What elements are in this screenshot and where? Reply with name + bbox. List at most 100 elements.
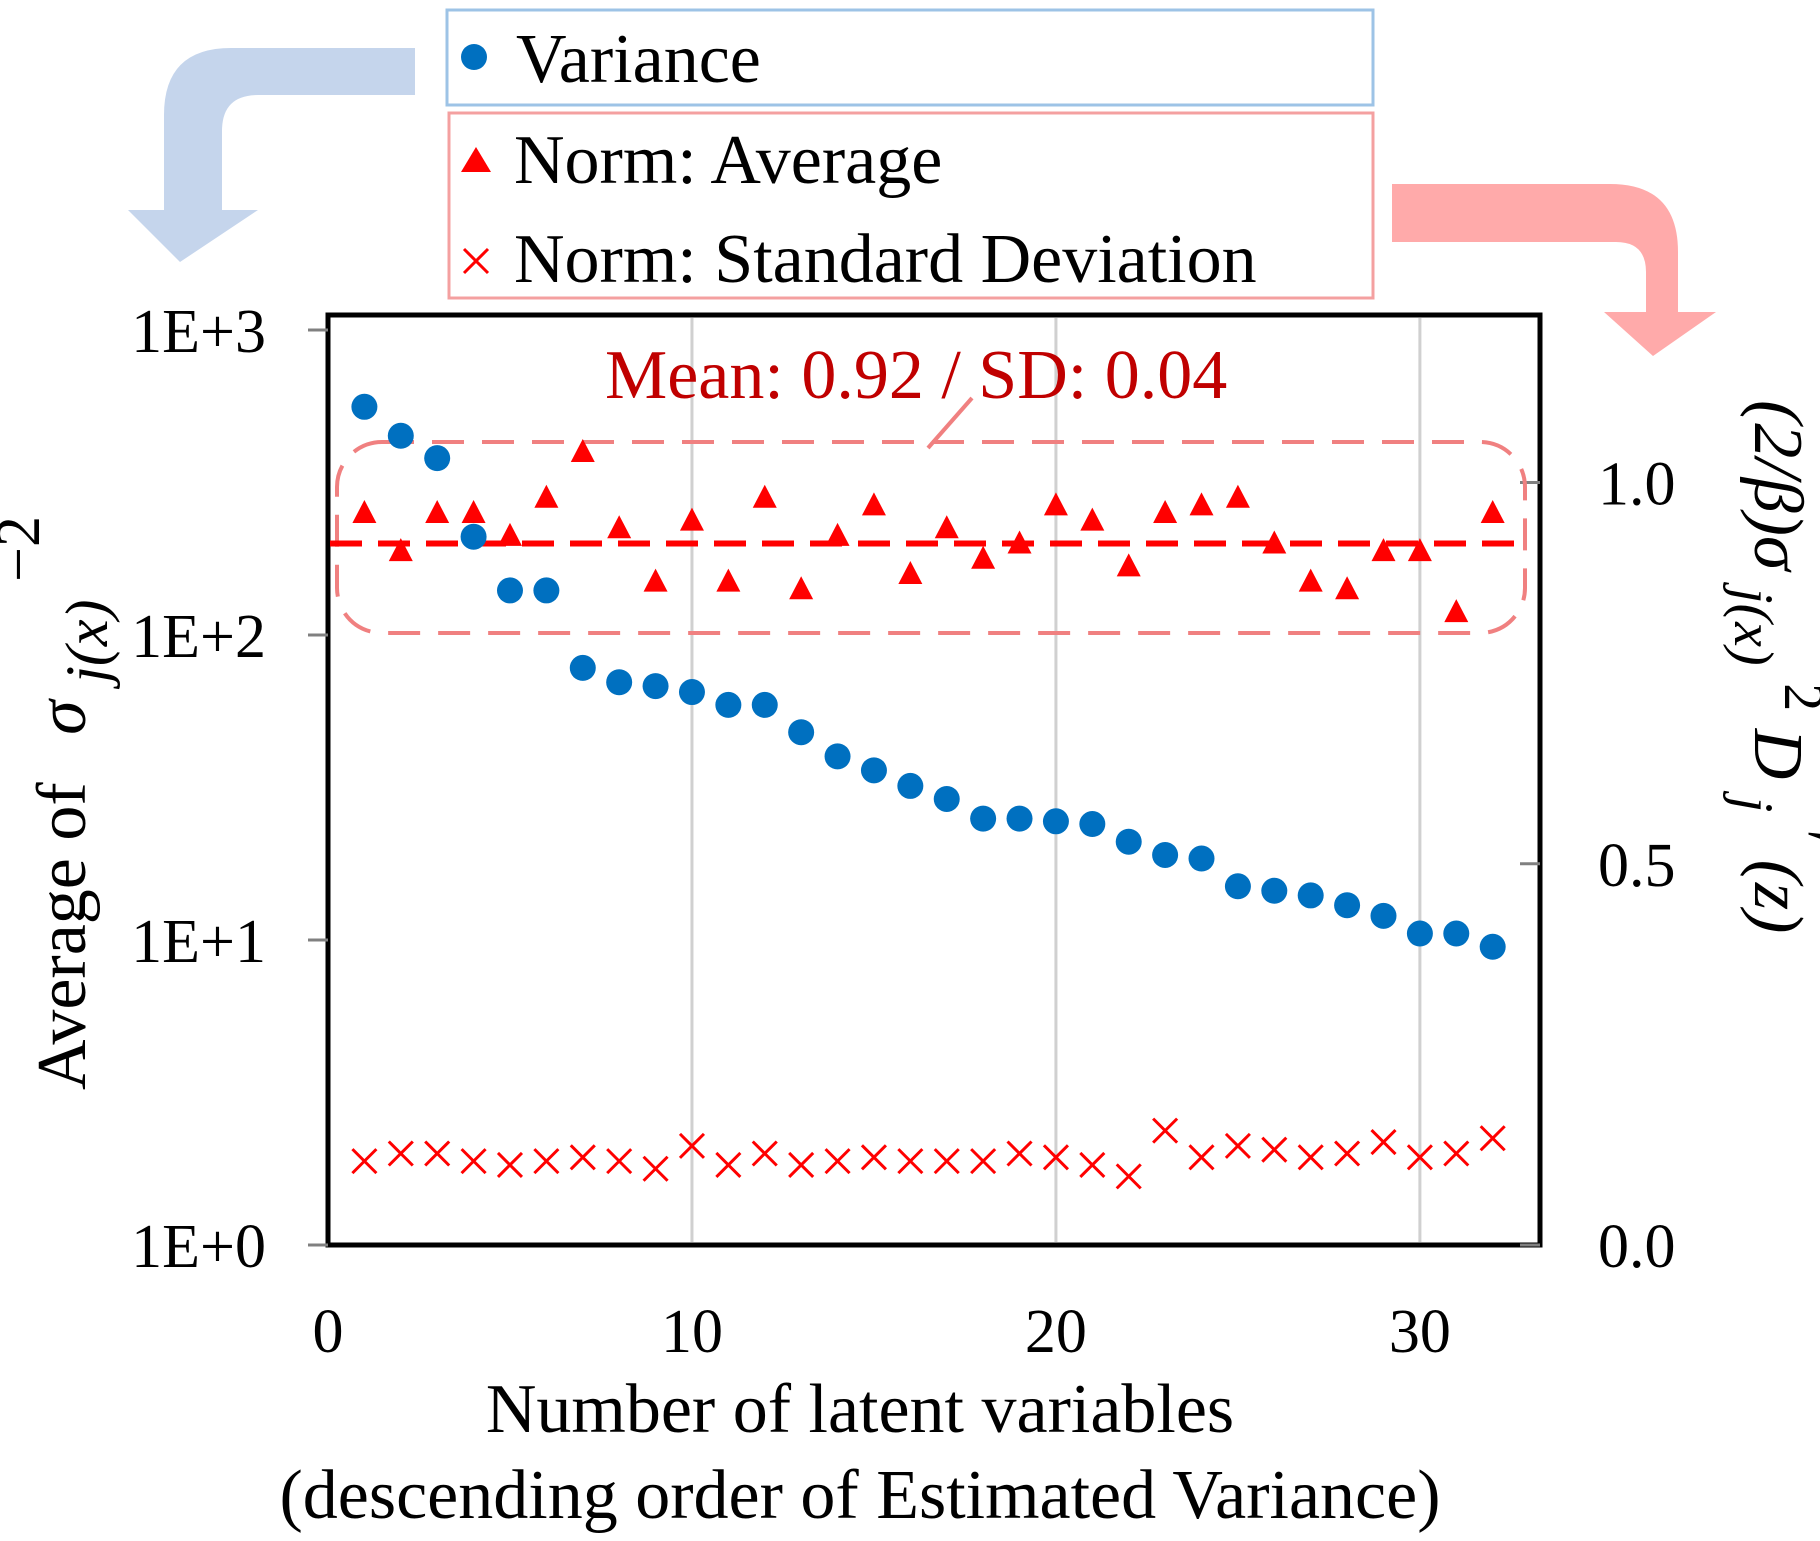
norm-average-point [1371,538,1396,562]
norm-sd-point [860,1144,888,1171]
y-left-tick-label: 1E+1 [131,908,266,976]
x-tick-label: 20 [1025,1298,1087,1366]
legend-variance-label: Variance [516,21,761,98]
norm-average-point [1225,484,1250,508]
variance-point [1261,877,1288,904]
norm-sd-point [1224,1132,1251,1159]
variance-point [569,654,596,681]
norm-average-point [861,492,886,516]
variance-point [970,805,997,832]
variance-point [1406,920,1433,947]
x-axis-title-line2: (descending order of Estimated Variance) [279,1457,1440,1534]
variance-point [460,523,487,550]
norm-average-point [388,538,413,562]
norm-sd-point [1479,1125,1506,1152]
norm-sd-point [970,1148,997,1175]
norm-average-point [1444,599,1469,623]
plot-area [325,312,1543,1248]
norm-average-point [679,507,704,531]
norm-sd-point [351,1148,378,1175]
variance-point [387,422,414,449]
annotation-text: Mean: 0.92 / SD: 0.04 [605,337,1227,414]
norm-sd-point [1042,1144,1069,1171]
norm-sd-point [460,1148,487,1175]
variance-point [1079,811,1106,838]
norm-average-point [1407,538,1432,562]
legend: Variance Norm: Average Norm: Standard De… [445,8,1375,300]
norm-average-point [1335,576,1360,600]
norm-average-point [1298,568,1323,592]
norm-sd-point [678,1132,706,1159]
variance-point [1042,808,1069,835]
x-tick-label: 10 [661,1298,723,1366]
norm-average-point [497,522,522,546]
variance-point [1224,873,1251,900]
norm-sd-point [1115,1163,1142,1190]
variance-point [1334,892,1361,919]
norm-average-point [752,484,777,508]
variance-series [351,393,1506,960]
y-left-axis-title: Average of σ j(x) −2 [0,516,123,1090]
norm-average-point [825,522,850,546]
callout-line [926,396,974,450]
y-left-title-symbol: σ [24,698,101,735]
legend-norm-box [447,111,1375,300]
x-tick-label: 30 [1389,1298,1451,1366]
y-right-title-sub1: j(x) [1722,582,1784,666]
variance-point [1370,902,1397,929]
legend-norm-sd-label: Norm: Standard Deviation [514,221,1257,298]
variance-point [751,691,778,718]
norm-sd-point [1006,1140,1033,1167]
legend-norm-sd-marker [462,247,490,275]
legend-variance-marker [461,44,487,70]
legend-norm-average-label: Norm: Average [514,122,942,199]
norm-average-point [1043,492,1068,516]
norm-sd-point [788,1151,815,1178]
norm-average-point [1080,507,1105,531]
norm-average-point [534,484,559,508]
tick-labels: 0 10 20 30 1E+0 1E+1 1E+2 1E+3 0.0 0.5 1.0 [131,298,1675,1366]
variance-point [351,393,378,420]
norm-sd-point [424,1140,451,1167]
norm-sd-point [387,1140,414,1167]
norm-average-point [1116,553,1141,577]
y-right-axis-title: (2/β)σ j(x) 2 D j ′ (z) [1719,400,1820,933]
norm-average-point [607,515,632,539]
variance-point [1115,828,1142,855]
norm-average-point [1153,500,1178,523]
variance-point [533,577,560,604]
norm-sd-point [533,1148,560,1175]
norm-average-point [643,568,668,592]
norm-sd-point [897,1148,924,1175]
variance-point [1297,882,1324,909]
y-right-title-main: (2/β)σ [1739,400,1816,573]
y-left-tick-label: 1E+0 [131,1213,266,1281]
blue-arrow-icon [128,48,415,262]
norm-average-point [898,561,923,584]
red-arrow-icon [1392,184,1716,356]
variance-point [897,772,924,799]
y-right-tick-label: 0.5 [1598,832,1676,900]
gridlines [690,318,1422,1242]
norm-average-point [789,576,814,600]
norm-sd-series [351,1117,1506,1190]
y-left-title-superscript: −2 [0,516,53,582]
y-right-tick-label: 1.0 [1598,451,1676,519]
norm-average-point [570,439,595,462]
norm-sd-point [1443,1140,1470,1167]
norm-average-point [934,515,959,539]
norm-sd-point [1261,1136,1288,1163]
variance-point [496,577,523,604]
y-right-title-sup1: 2 [1772,683,1820,711]
variance-point [678,679,705,706]
norm-sd-point [1297,1144,1324,1171]
variance-point [715,691,742,718]
norm-sd-point [1334,1140,1361,1167]
norm-average-point [461,500,486,523]
variance-point [933,785,960,812]
norm-average-point [1262,530,1287,554]
y-left-tick-label: 1E+2 [131,603,266,671]
norm-average-point [971,545,996,569]
variance-point [1006,805,1033,832]
norm-sd-point [751,1140,778,1167]
